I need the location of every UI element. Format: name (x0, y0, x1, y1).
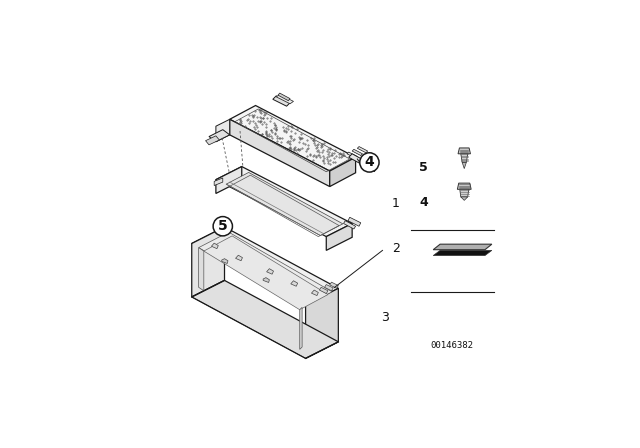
Polygon shape (198, 232, 332, 307)
Polygon shape (461, 197, 468, 200)
Polygon shape (319, 287, 328, 293)
Polygon shape (300, 307, 302, 349)
Circle shape (360, 153, 379, 172)
Text: 1: 1 (392, 197, 400, 210)
Polygon shape (361, 160, 371, 168)
Polygon shape (348, 217, 361, 226)
Text: 2: 2 (392, 242, 400, 255)
Polygon shape (216, 167, 352, 237)
Polygon shape (326, 224, 352, 250)
Polygon shape (204, 236, 328, 310)
Polygon shape (324, 284, 333, 291)
Polygon shape (347, 152, 357, 158)
Polygon shape (278, 93, 290, 101)
Polygon shape (230, 119, 330, 186)
Polygon shape (305, 289, 339, 358)
Polygon shape (226, 172, 343, 236)
Polygon shape (291, 281, 298, 286)
Polygon shape (458, 148, 470, 154)
Polygon shape (330, 157, 356, 186)
Polygon shape (263, 278, 269, 283)
Polygon shape (267, 269, 273, 274)
Polygon shape (276, 95, 294, 104)
Polygon shape (198, 248, 204, 291)
Polygon shape (192, 280, 339, 358)
Polygon shape (216, 167, 242, 194)
Polygon shape (209, 129, 230, 142)
Polygon shape (357, 146, 367, 153)
Polygon shape (221, 258, 228, 263)
Polygon shape (352, 149, 362, 155)
Polygon shape (462, 163, 467, 168)
Polygon shape (433, 244, 492, 250)
Polygon shape (205, 136, 220, 145)
Polygon shape (230, 106, 356, 171)
Polygon shape (192, 227, 225, 297)
Text: 5: 5 (218, 219, 228, 233)
Polygon shape (330, 282, 339, 289)
Text: 5: 5 (419, 161, 428, 174)
Polygon shape (211, 243, 218, 249)
Polygon shape (366, 164, 376, 172)
Polygon shape (216, 119, 230, 142)
Text: 4: 4 (419, 196, 428, 209)
Polygon shape (214, 178, 223, 185)
Circle shape (213, 216, 232, 236)
Text: 4: 4 (365, 155, 374, 169)
Polygon shape (236, 255, 243, 261)
Polygon shape (461, 154, 468, 163)
Polygon shape (273, 96, 290, 106)
Polygon shape (433, 250, 492, 255)
Polygon shape (344, 221, 356, 229)
Text: 3: 3 (381, 311, 389, 324)
Polygon shape (192, 227, 339, 305)
Polygon shape (312, 290, 318, 296)
Polygon shape (458, 183, 471, 190)
Polygon shape (349, 154, 366, 165)
Text: 00146382: 00146382 (431, 341, 474, 350)
Polygon shape (460, 190, 468, 197)
